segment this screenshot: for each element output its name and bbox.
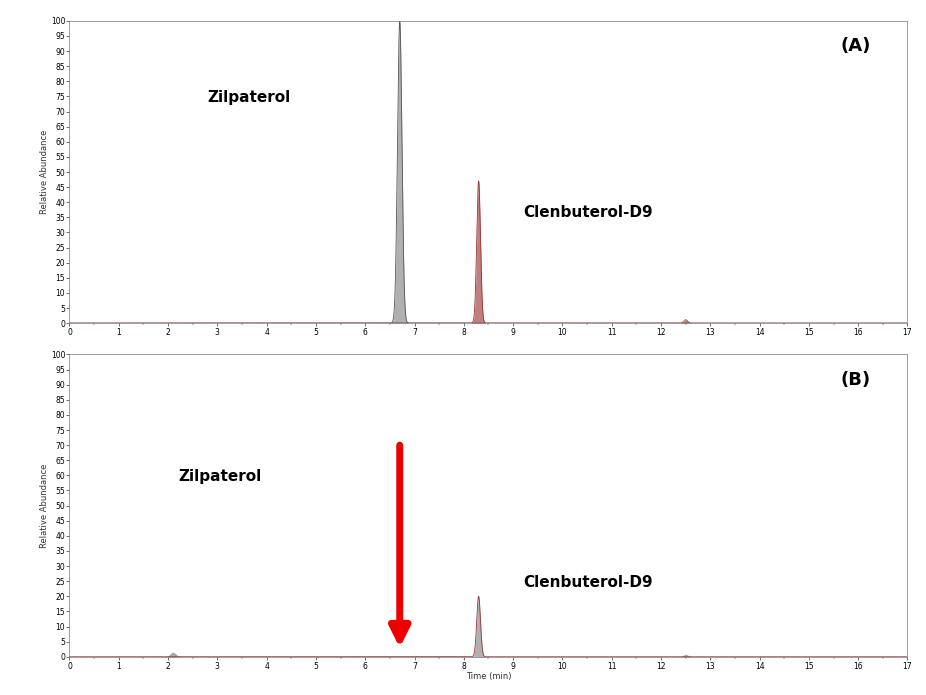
Text: (A): (A) — [841, 37, 870, 55]
X-axis label: Time (min): Time (min) — [466, 672, 511, 681]
Text: Zilpaterol: Zilpaterol — [207, 90, 291, 106]
Text: Zilpaterol: Zilpaterol — [178, 469, 261, 484]
Text: (B): (B) — [841, 370, 870, 389]
Y-axis label: Relative Abundance: Relative Abundance — [41, 130, 49, 214]
Text: Clenbuterol-D9: Clenbuterol-D9 — [523, 575, 653, 590]
Text: Clenbuterol-D9: Clenbuterol-D9 — [523, 205, 653, 220]
Y-axis label: Relative Abundance: Relative Abundance — [41, 464, 49, 548]
